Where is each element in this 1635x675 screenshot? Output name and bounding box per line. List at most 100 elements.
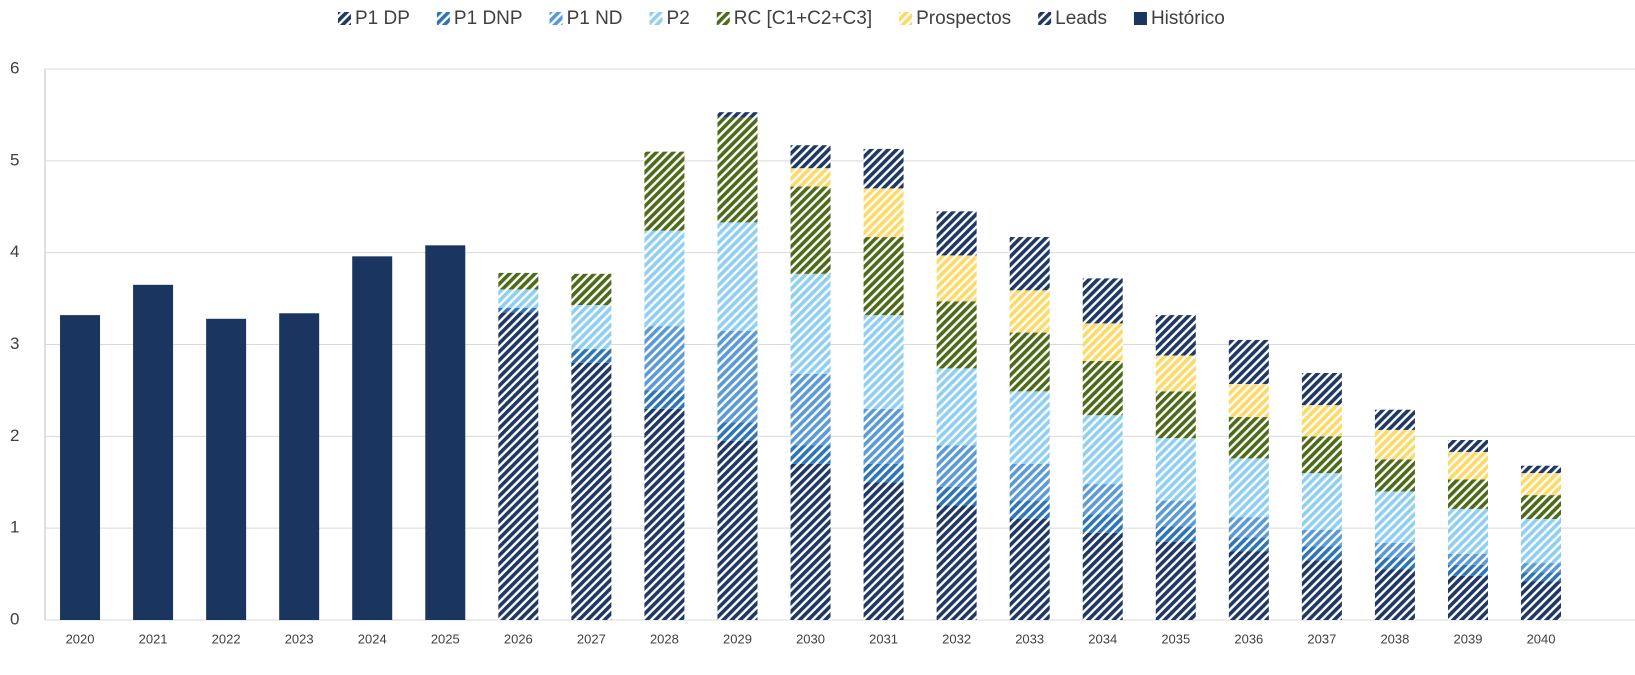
bar-segment	[644, 230, 685, 327]
bar-segment	[1155, 541, 1196, 620]
bar-segment	[1009, 237, 1050, 291]
bar-segment	[425, 245, 466, 620]
legend-label: Leads	[1055, 8, 1107, 29]
bar-segment	[1082, 514, 1123, 533]
bar-segment	[1301, 560, 1342, 620]
bar-segment	[863, 463, 904, 483]
legend-swatch	[716, 12, 730, 25]
bar-segment	[863, 315, 904, 409]
legend-swatch	[549, 12, 563, 25]
bar-segment	[1009, 518, 1050, 620]
bar-segment	[1301, 530, 1342, 547]
legend-label: P2	[667, 8, 690, 29]
x-tick-label: 2038	[1380, 631, 1409, 646]
bar-segment	[571, 305, 612, 350]
bar-segment	[1082, 323, 1123, 362]
bar-segment	[1155, 438, 1196, 501]
bar-segment	[133, 284, 174, 620]
bar-segment	[1009, 500, 1050, 519]
bar-segment	[1374, 429, 1415, 460]
bar-segment	[498, 312, 539, 620]
bar-segment	[1301, 473, 1342, 531]
bar-segment	[790, 145, 831, 169]
y-tick-label: 5	[10, 150, 19, 169]
x-tick-label: 2025	[431, 631, 460, 646]
legend-swatch	[1038, 12, 1052, 25]
bar-segment	[1521, 473, 1562, 496]
bar-segment	[1082, 278, 1123, 324]
bar-segment	[1228, 551, 1269, 620]
bar-segment	[1521, 465, 1562, 474]
bar-segment	[717, 117, 758, 223]
bar-segment	[1301, 436, 1342, 474]
bar-segment	[206, 318, 247, 620]
bar-segment	[1228, 383, 1269, 418]
x-tick-label: 2034	[1088, 631, 1117, 646]
bar-segment	[1447, 479, 1488, 509]
bar-segment	[279, 313, 320, 620]
bar-segment	[1521, 581, 1562, 620]
bar-segment	[1521, 563, 1562, 573]
legend-label: RC [C1+C2+C3]	[734, 8, 872, 29]
bar-segment	[790, 463, 831, 620]
bar-segment	[644, 390, 685, 409]
legend-label: Prospectos	[916, 8, 1011, 29]
bar-segment	[644, 151, 685, 231]
bar-segment	[1374, 569, 1415, 620]
bar-segment	[863, 237, 904, 316]
bar-segment	[1155, 315, 1196, 356]
bar-segment	[1009, 463, 1050, 501]
bar-segment	[1447, 553, 1488, 565]
bar-segment	[1374, 459, 1415, 492]
bar-segment	[717, 222, 758, 331]
x-tick-label: 2027	[577, 631, 606, 646]
bar-segment	[1228, 517, 1269, 538]
bar-segment	[1082, 484, 1123, 515]
bar-segment	[1155, 355, 1196, 392]
bar-segment	[936, 301, 977, 369]
x-tick-label: 2029	[723, 631, 752, 646]
bar-segment	[790, 186, 831, 274]
bar-segment	[1447, 451, 1488, 480]
y-tick-label: 3	[10, 334, 19, 353]
x-tick-label: 2033	[1015, 631, 1044, 646]
legend-swatch	[899, 12, 913, 25]
bar-segment	[717, 112, 758, 118]
x-tick-label: 2024	[358, 631, 387, 646]
bar-segment	[1374, 409, 1415, 430]
bar-segment	[1521, 495, 1562, 519]
bar-segment	[717, 330, 758, 423]
bar-segment	[790, 168, 831, 187]
legend-label: P1 DNP	[454, 8, 523, 29]
bar-segment	[571, 349, 612, 363]
bar-segment	[1374, 557, 1415, 570]
legend-swatch	[649, 12, 663, 25]
bar-segment	[790, 445, 831, 464]
bar-segment	[936, 368, 977, 446]
bar-segment	[498, 272, 539, 290]
x-tick-label: 2022	[212, 631, 241, 646]
bar-segment	[1228, 417, 1269, 459]
bar-segment	[863, 188, 904, 238]
bar-segment	[1009, 290, 1050, 333]
bar-segment	[936, 486, 977, 506]
bar-segment	[1447, 575, 1488, 620]
bar-segment	[936, 445, 977, 487]
bar-segment	[1082, 415, 1123, 485]
bar-segment	[571, 273, 612, 306]
bar-segment	[352, 256, 393, 620]
legend-swatch	[1133, 12, 1147, 25]
x-tick-label: 2032	[942, 631, 971, 646]
bar-segment	[644, 326, 685, 391]
bar-segment	[1447, 564, 1488, 576]
bar-segment	[1155, 526, 1196, 542]
bar-segment	[1301, 546, 1342, 561]
legend-swatch	[436, 12, 450, 25]
x-tick-label: 2039	[1454, 631, 1483, 646]
bar-segment	[717, 422, 758, 441]
bar-segment	[1301, 405, 1342, 437]
bar-segment	[1082, 361, 1123, 416]
bar-segment	[1447, 440, 1488, 452]
bar-segment	[498, 307, 539, 313]
